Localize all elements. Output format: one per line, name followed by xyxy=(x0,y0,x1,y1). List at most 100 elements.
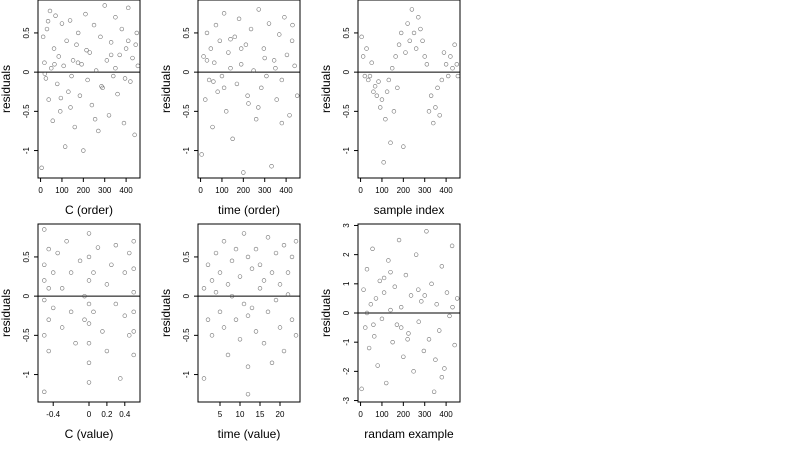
plot-frame xyxy=(197,223,301,403)
x-tick-label: 10 xyxy=(236,410,245,419)
x-tick-label: 0 xyxy=(358,186,363,195)
x-axis-label: C (value) xyxy=(65,427,114,441)
data-point xyxy=(246,101,251,106)
data-point xyxy=(109,262,114,267)
data-point xyxy=(372,334,377,339)
data-point xyxy=(115,91,120,97)
data-point xyxy=(42,71,48,76)
data-point xyxy=(108,40,114,45)
y-tick-label: 0.5 xyxy=(22,27,31,39)
data-point xyxy=(295,93,300,98)
y-axis-label: residuals xyxy=(319,289,333,337)
x-tick-label: 0 xyxy=(38,186,43,195)
data-point xyxy=(237,274,243,279)
data-point xyxy=(388,140,393,145)
data-point xyxy=(44,26,50,32)
y-tick-label: 0 xyxy=(182,293,191,298)
y-tick-label: 0 xyxy=(342,69,351,74)
y-tick-label: -0.5 xyxy=(342,104,351,118)
data-point xyxy=(452,42,457,47)
data-point xyxy=(253,116,259,122)
y-tick-label: -1 xyxy=(342,338,351,346)
x-tick-label: 100 xyxy=(375,410,389,419)
data-point xyxy=(261,278,267,283)
x-tick-label: 200 xyxy=(397,186,411,195)
data-point xyxy=(228,37,233,42)
x-tick-label: 0 xyxy=(198,186,203,195)
x-tick-label: 0.2 xyxy=(101,410,113,419)
y-tick-label: -3 xyxy=(342,396,351,404)
data-point xyxy=(373,296,379,301)
data-point xyxy=(86,340,92,346)
panel-3: 0 100 200 300 400 -1 -0.5 0 0.5 sample index resid… xyxy=(319,0,461,217)
data-point xyxy=(82,293,87,299)
data-point xyxy=(273,66,278,71)
data-point xyxy=(424,229,429,234)
data-point xyxy=(69,73,74,79)
data-point xyxy=(81,148,86,153)
data-point xyxy=(245,93,250,98)
data-point xyxy=(277,325,283,330)
data-point xyxy=(236,16,242,22)
data-point xyxy=(51,46,57,51)
data-point xyxy=(287,113,292,118)
y-tick-label: 0 xyxy=(182,69,191,74)
data-point xyxy=(83,11,88,17)
data-point xyxy=(256,105,261,110)
data-point xyxy=(289,317,295,322)
data-point xyxy=(86,254,92,260)
data-point xyxy=(68,105,73,110)
data-point xyxy=(419,299,424,304)
data-point xyxy=(290,22,295,28)
data-point xyxy=(366,345,372,351)
data-point xyxy=(91,22,97,28)
data-point xyxy=(381,290,387,295)
data-point xyxy=(435,85,440,91)
data-point xyxy=(213,22,219,28)
data-point xyxy=(388,307,393,313)
data-point xyxy=(59,21,65,26)
data-point xyxy=(47,8,53,14)
data-point xyxy=(249,266,255,271)
data-point xyxy=(431,389,437,394)
data-point xyxy=(450,304,455,310)
data-point xyxy=(381,275,387,281)
data-point xyxy=(237,337,243,342)
data-point xyxy=(59,286,65,291)
data-point xyxy=(217,38,223,43)
data-point xyxy=(64,38,69,43)
data-point xyxy=(203,97,208,102)
data-point xyxy=(99,84,104,89)
x-axis-label: time (value) xyxy=(218,427,281,441)
data-point xyxy=(113,242,119,248)
data-point xyxy=(62,144,68,149)
data-point xyxy=(205,317,211,322)
data-point xyxy=(225,282,231,287)
data-point xyxy=(117,52,122,58)
y-tick-label: 0 xyxy=(342,310,351,315)
x-axis-label: randam example xyxy=(364,427,454,441)
data-point xyxy=(392,284,397,289)
data-point xyxy=(416,319,421,324)
x-tick-label: 300 xyxy=(258,186,272,195)
data-point xyxy=(42,333,47,338)
data-point xyxy=(424,62,430,67)
data-point xyxy=(256,7,261,12)
x-axis-label: sample index xyxy=(374,203,445,217)
data-point xyxy=(372,84,378,89)
data-point xyxy=(217,270,223,275)
data-point xyxy=(429,281,434,287)
x-tick-label: 400 xyxy=(439,410,453,419)
data-point xyxy=(133,42,138,47)
data-point xyxy=(131,309,136,315)
data-point xyxy=(42,297,47,303)
data-point xyxy=(241,170,246,175)
data-point xyxy=(67,18,73,23)
data-point xyxy=(279,77,285,83)
data-point xyxy=(274,97,279,102)
y-tick-label: -0.5 xyxy=(182,104,191,118)
data-point xyxy=(204,30,210,36)
data-point xyxy=(454,62,459,67)
x-tick-label: 0 xyxy=(358,410,363,419)
